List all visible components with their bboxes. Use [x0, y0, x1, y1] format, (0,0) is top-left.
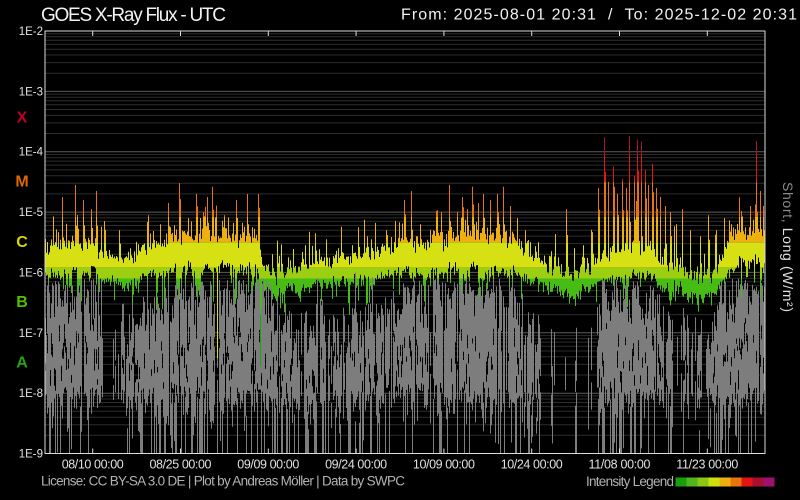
svg-text:1E-6: 1E-6 [19, 267, 43, 279]
svg-text:08/25 00:00: 08/25 00:00 [150, 458, 212, 472]
svg-text:M: M [15, 174, 28, 191]
svg-text:11/08 00:00: 11/08 00:00 [589, 458, 651, 472]
svg-text:08/10 00:00: 08/10 00:00 [62, 458, 124, 472]
svg-text:License: CC BY-SA 3.0 DE | Plo: License: CC BY-SA 3.0 DE | Plot by Andre… [41, 474, 405, 489]
svg-text:1E-9: 1E-9 [19, 449, 43, 461]
svg-text:1E-2: 1E-2 [19, 26, 43, 38]
svg-text:1E-4: 1E-4 [19, 147, 44, 159]
svg-text:11/23 00:00: 11/23 00:00 [676, 458, 738, 472]
svg-text:Short, Long (W/m²): Short, Long (W/m²) [780, 182, 796, 312]
svg-text:A: A [16, 355, 28, 372]
svg-text:1E-8: 1E-8 [19, 388, 43, 400]
svg-text:From: 2025-08-01 20:31 / To:: From: 2025-08-01 20:31 / To: 2025-12-02 … [401, 7, 797, 24]
svg-text:B: B [16, 294, 28, 311]
svg-text:10/24 00:00: 10/24 00:00 [501, 458, 563, 472]
svg-text:C: C [16, 234, 28, 251]
svg-text:1E-5: 1E-5 [19, 207, 43, 219]
svg-text:09/09 00:00: 09/09 00:00 [237, 458, 299, 472]
svg-text:1E-7: 1E-7 [19, 328, 43, 340]
svg-text:GOES X-Ray Flux - UTC: GOES X-Ray Flux - UTC [41, 5, 226, 26]
svg-text:X: X [17, 110, 28, 127]
svg-text:09/24 00:00: 09/24 00:00 [325, 458, 387, 472]
svg-text:10/09 00:00: 10/09 00:00 [413, 458, 475, 472]
svg-text:Intensity Legend: Intensity Legend [586, 474, 674, 489]
svg-text:1E-3: 1E-3 [19, 86, 43, 98]
